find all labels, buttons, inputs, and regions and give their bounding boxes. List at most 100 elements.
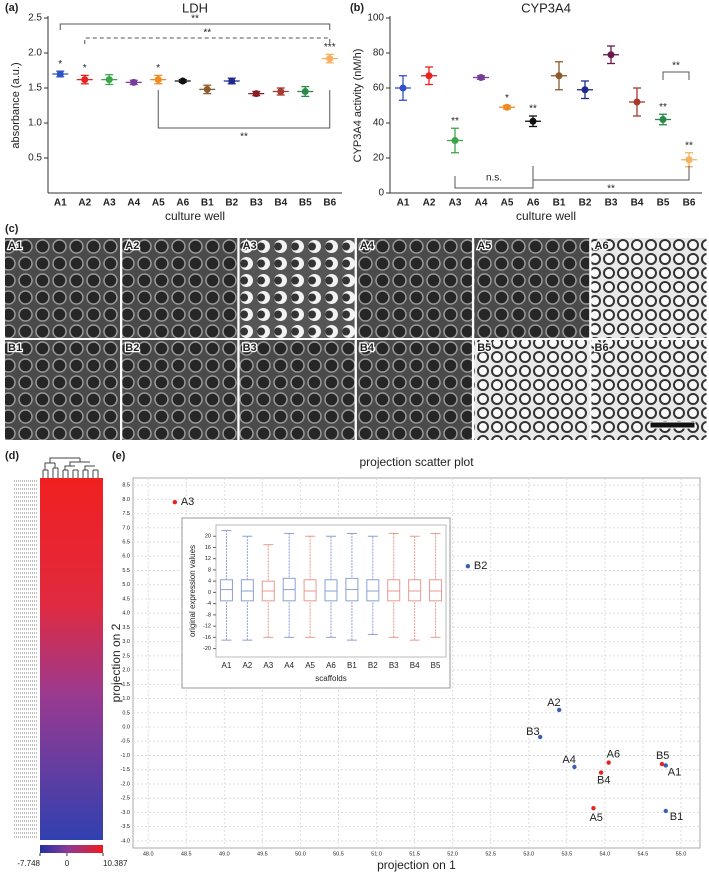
point-label: B1 xyxy=(670,811,683,823)
box xyxy=(387,579,401,602)
y-axis-title: absorbance (a.u.) xyxy=(10,62,22,148)
dot xyxy=(130,78,138,86)
panel-label: (b) xyxy=(350,2,364,14)
point xyxy=(659,761,665,767)
x-tick-label: 49.0 xyxy=(219,851,230,857)
bracket xyxy=(59,23,331,30)
point xyxy=(606,760,611,765)
point xyxy=(557,707,562,713)
y-axis-title: original expression values xyxy=(188,545,197,637)
dot xyxy=(252,90,260,98)
y-tick-label: 0 xyxy=(208,590,211,596)
bracket xyxy=(662,71,690,80)
x-tick-label: 52.0 xyxy=(447,851,458,857)
x-tick-label: B2 xyxy=(368,661,378,670)
point xyxy=(572,764,577,770)
dot xyxy=(56,70,64,78)
y-tick-label: 2.5 xyxy=(122,653,130,659)
x-tick-label: B1 xyxy=(201,198,214,209)
dot xyxy=(326,55,334,63)
point-label: A3 xyxy=(181,496,194,508)
box xyxy=(366,579,380,602)
micrograph xyxy=(474,340,590,440)
significance: * xyxy=(83,63,87,74)
y-tick-label: 4.5 xyxy=(122,596,130,602)
micrograph xyxy=(239,340,355,440)
y-tick-label: 12 xyxy=(205,556,211,562)
y-tick-label: 80 xyxy=(373,48,385,59)
significance: ** xyxy=(685,140,693,151)
y-tick-label: 8.0 xyxy=(122,497,130,503)
y-tick-label: 4.0 xyxy=(122,611,130,617)
tile-label: B3 xyxy=(243,342,257,354)
point-label: A2 xyxy=(547,697,560,709)
chart-title: LDH xyxy=(182,0,208,15)
significance: *** xyxy=(324,42,336,53)
tile-label: B4 xyxy=(360,342,375,354)
x-tick-label: B2 xyxy=(579,198,592,209)
y-tick-label: 1.5 xyxy=(122,682,130,688)
y-tick-label: 7.5 xyxy=(122,511,130,517)
point-label: A5 xyxy=(589,812,602,824)
dot xyxy=(228,77,236,85)
colorbar-label: -7.748 xyxy=(17,859,40,868)
bracket-label: ** xyxy=(191,14,199,25)
dot xyxy=(179,77,187,85)
dot xyxy=(477,74,485,81)
y-tick-label: 3.5 xyxy=(122,625,130,631)
micrograph xyxy=(474,238,590,338)
y-tick-label: -20 xyxy=(203,646,211,652)
box xyxy=(219,579,233,602)
x-tick-label: B3 xyxy=(389,661,399,670)
point-label: A4 xyxy=(562,754,575,766)
micrograph xyxy=(5,340,120,440)
y-tick-label: 5.0 xyxy=(122,582,130,588)
x-tick-label: 50.0 xyxy=(295,851,306,857)
x-tick-label: A1 xyxy=(54,198,67,209)
dot xyxy=(529,117,537,125)
significance: * xyxy=(58,59,62,70)
x-tick-label: 54.5 xyxy=(638,851,649,857)
dot xyxy=(685,156,693,164)
y-tick-label: 6.5 xyxy=(122,539,130,545)
micrograph xyxy=(591,238,707,338)
y-tick-label: 20 xyxy=(205,534,211,540)
tile-label: A3 xyxy=(243,240,257,252)
dot xyxy=(581,86,589,94)
tile-label: A5 xyxy=(477,240,491,252)
x-tick-label: A6 xyxy=(176,198,189,209)
y-tick-label: -2.5 xyxy=(121,796,130,802)
y-tick-label: 5.5 xyxy=(122,568,130,574)
x-tick-label: B6 xyxy=(323,198,336,209)
point-label: B3 xyxy=(526,726,539,738)
bracket xyxy=(157,90,331,129)
micrograph xyxy=(122,340,238,440)
x-tick-label: B1 xyxy=(553,198,566,209)
x-tick-label: B4 xyxy=(274,198,287,209)
point-label: A6 xyxy=(607,749,620,761)
x-tick-label: A3 xyxy=(103,198,116,209)
x-tick-label: B3 xyxy=(250,198,263,209)
dot xyxy=(154,76,162,84)
significance: ** xyxy=(529,104,537,115)
x-tick-label: A6 xyxy=(326,661,336,670)
x-tick-label: B6 xyxy=(683,198,696,209)
x-tick-label: A1 xyxy=(222,661,232,670)
dot xyxy=(425,72,433,80)
tile-label: B6 xyxy=(595,342,609,354)
x-tick-label: 52.5 xyxy=(485,851,496,857)
x-tick-label: A5 xyxy=(501,198,514,209)
significance: ** xyxy=(451,116,459,127)
x-tick-label: B5 xyxy=(657,198,670,209)
y-tick-label: 1.0 xyxy=(28,118,42,129)
x-axis-title: culture well xyxy=(516,209,576,223)
y-axis-title: CYP3A4 activity (nM/h) xyxy=(352,49,364,163)
point-label: B2 xyxy=(474,560,487,572)
x-axis-title: projection on 1 xyxy=(377,858,456,872)
y-tick-label: 1.5 xyxy=(28,83,42,94)
y-tick-label: -0.5 xyxy=(121,739,130,745)
x-tick-label: B4 xyxy=(410,661,420,670)
tile-label: B2 xyxy=(125,342,139,354)
point xyxy=(663,808,668,814)
x-axis-title: scaffolds xyxy=(315,674,346,683)
